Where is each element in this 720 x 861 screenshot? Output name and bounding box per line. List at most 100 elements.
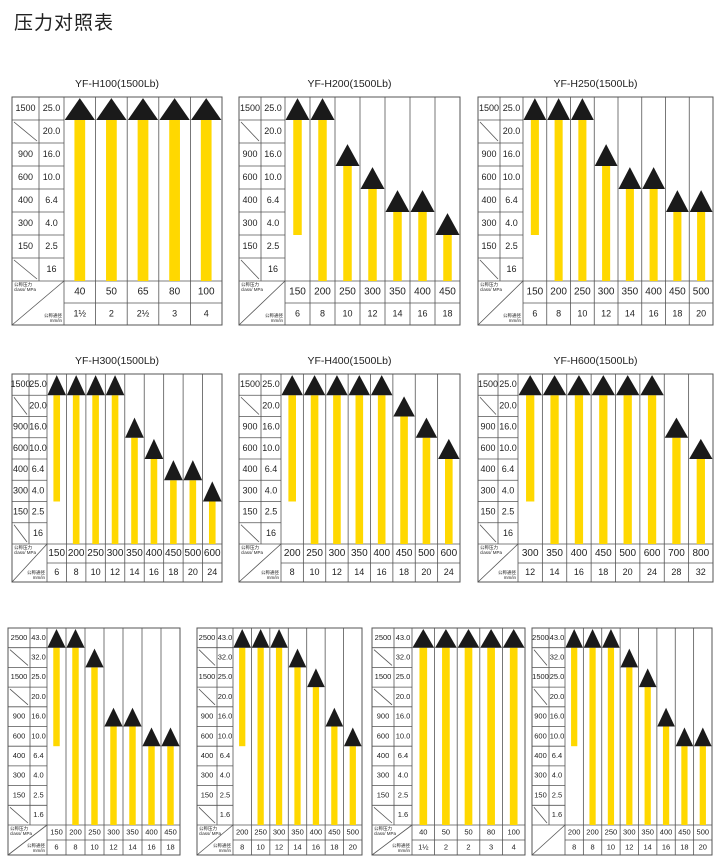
pressure-bar xyxy=(349,746,356,825)
corner-pressure-label: 公称压力 xyxy=(241,281,259,288)
class-label: 900 xyxy=(13,422,28,432)
corner-class-label: class/ MPa xyxy=(480,287,503,292)
max-pressure-arrow xyxy=(123,707,142,727)
mpa-label: 32.0 xyxy=(31,653,46,662)
mpa-label: 10.0 xyxy=(499,443,517,453)
pressure-bar xyxy=(288,395,296,502)
size-mm-label: 400 xyxy=(145,827,158,836)
size-in-label: 10 xyxy=(256,842,264,851)
size-in-label: 10 xyxy=(577,308,587,318)
corner-size-label: 公称通径 xyxy=(265,312,283,319)
class-label: 600 xyxy=(480,443,495,453)
size-mm-label: 450 xyxy=(678,827,691,836)
size-in-label: 6 xyxy=(54,842,58,851)
size-mm-label: 450 xyxy=(164,827,177,836)
class-label: 300 xyxy=(377,771,390,780)
mpa-label: 1.6 xyxy=(552,810,562,819)
page-title: 压力对照表 xyxy=(14,13,115,34)
mpa-label: 16 xyxy=(506,264,516,274)
corner-class-label: class/ MPa xyxy=(374,831,397,836)
class-label: 300 xyxy=(242,218,257,228)
size-in-label: 10 xyxy=(91,567,101,577)
pressure-bar xyxy=(293,120,302,235)
blank-class-slash xyxy=(9,649,29,666)
pressure-bar xyxy=(464,647,473,825)
blank-class-slash xyxy=(198,649,216,666)
size-in-label: 8 xyxy=(572,842,576,851)
corner-pressure-label: 公称压力 xyxy=(241,544,259,551)
pressure-bar xyxy=(571,647,578,747)
size-mm-label: 250 xyxy=(306,548,323,559)
size-mm-label: 250 xyxy=(254,827,267,836)
pressure-bar xyxy=(625,189,634,281)
size-in-label: 8 xyxy=(73,842,77,851)
size-mm-label: 450 xyxy=(669,287,686,298)
pressure-bar xyxy=(275,647,283,825)
size-in-label: 18 xyxy=(166,842,174,851)
pressure-bar xyxy=(602,166,611,281)
chart-title: YF-H200(1500Lb) xyxy=(307,78,391,90)
size-in-label: 1½ xyxy=(74,308,87,318)
mpa-label: 2.5 xyxy=(267,241,280,251)
class-label: 300 xyxy=(201,771,214,780)
mpa-label: 2.5 xyxy=(552,790,562,799)
size-mm-label: 500 xyxy=(347,827,360,836)
mpa-label: 20.0 xyxy=(218,692,233,701)
size-in-label: 12 xyxy=(109,842,117,851)
blank-class-slash xyxy=(373,806,393,824)
pressure-bar xyxy=(137,120,149,281)
max-pressure-arrow xyxy=(502,628,525,648)
corner-unit-label: mm/in xyxy=(271,318,284,323)
chart-title: YF-H600(1500Lb) xyxy=(553,355,637,367)
size-mm-label: 300 xyxy=(364,287,381,298)
mpa-label: 25.0 xyxy=(218,672,233,681)
max-pressure-arrow xyxy=(689,438,713,459)
size-in-label: 4 xyxy=(204,308,209,318)
pressure-bar xyxy=(257,647,264,825)
corner-diagonal xyxy=(196,824,234,856)
corner-diagonal xyxy=(477,280,524,326)
mpa-label: 10.0 xyxy=(503,172,521,182)
size-mm-label: 150 xyxy=(50,827,63,836)
size-in-label: 16 xyxy=(662,842,670,851)
blank-class-slash xyxy=(240,524,260,543)
mpa-label: 25.0 xyxy=(262,379,280,389)
corner-unit-label: mm/in xyxy=(504,575,517,580)
size-mm-label: 250 xyxy=(574,287,591,298)
class-label: 1500 xyxy=(10,379,30,389)
class-label: 1500 xyxy=(375,672,392,681)
class-label: 150 xyxy=(377,790,390,799)
size-mm-label: 300 xyxy=(107,548,124,559)
class-label: 400 xyxy=(18,195,33,205)
size-mm-label: 150 xyxy=(289,287,306,298)
size-mm-label: 400 xyxy=(571,548,588,559)
chart-title: YF-H250(1500Lb) xyxy=(553,78,637,90)
class-label: 600 xyxy=(201,731,214,740)
blank-class-slash xyxy=(198,807,216,824)
pressure-bar xyxy=(110,726,117,825)
pressure-bar xyxy=(72,647,79,825)
size-mm-label: 200 xyxy=(314,287,331,298)
pressure-bar xyxy=(74,120,86,281)
max-pressure-arrow xyxy=(96,98,127,120)
mpa-label: 6.4 xyxy=(267,195,280,205)
size-mm-label: 200 xyxy=(586,827,599,836)
mpa-label: 10.0 xyxy=(43,172,61,182)
class-label: 150 xyxy=(201,790,214,799)
corner-size-label: 公称通径 xyxy=(503,312,521,319)
size-mm-label: 350 xyxy=(291,827,304,836)
size-mm-label: 400 xyxy=(660,827,673,836)
max-pressure-arrow xyxy=(161,727,180,747)
size-mm-label: 50 xyxy=(464,827,472,836)
class-label: 300 xyxy=(481,218,496,228)
max-pressure-arrow xyxy=(385,190,410,212)
max-pressure-arrow xyxy=(326,375,348,396)
class-label: 400 xyxy=(13,751,26,760)
class-label: 150 xyxy=(534,790,547,799)
size-mm-label: 50 xyxy=(442,827,450,836)
corner-size-label: 公称通径 xyxy=(44,312,62,319)
class-label: 150 xyxy=(480,507,495,517)
size-mm-label: 80 xyxy=(487,827,495,836)
corner-class-label: class/ MPa xyxy=(14,550,37,555)
